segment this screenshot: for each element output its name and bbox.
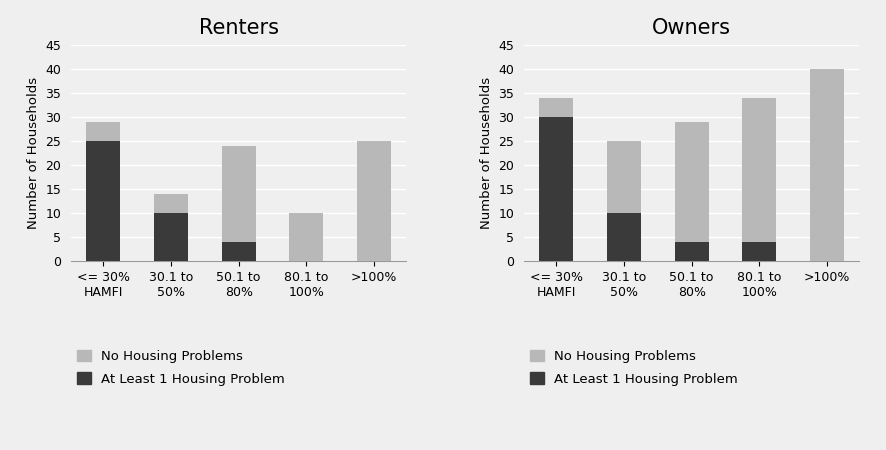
Bar	[290, 213, 323, 261]
Y-axis label: Number of Households: Number of Households	[479, 77, 493, 229]
Bar	[222, 146, 255, 242]
Bar	[357, 141, 392, 261]
Bar	[607, 213, 641, 261]
Bar	[539, 117, 573, 261]
Bar	[675, 242, 709, 261]
Bar	[154, 194, 188, 213]
Bar	[742, 242, 776, 261]
Title: Renters: Renters	[198, 18, 279, 38]
Bar	[539, 98, 573, 117]
Bar	[154, 213, 188, 261]
Bar	[742, 98, 776, 242]
Bar	[86, 141, 120, 261]
Bar	[811, 69, 844, 261]
Title: Owners: Owners	[652, 18, 731, 38]
Y-axis label: Number of Households: Number of Households	[27, 77, 40, 229]
Bar	[607, 141, 641, 213]
Legend: No Housing Problems, At Least 1 Housing Problem: No Housing Problems, At Least 1 Housing …	[531, 350, 738, 386]
Bar	[222, 242, 255, 261]
Legend: No Housing Problems, At Least 1 Housing Problem: No Housing Problems, At Least 1 Housing …	[77, 350, 285, 386]
Bar	[86, 122, 120, 141]
Bar	[675, 122, 709, 242]
